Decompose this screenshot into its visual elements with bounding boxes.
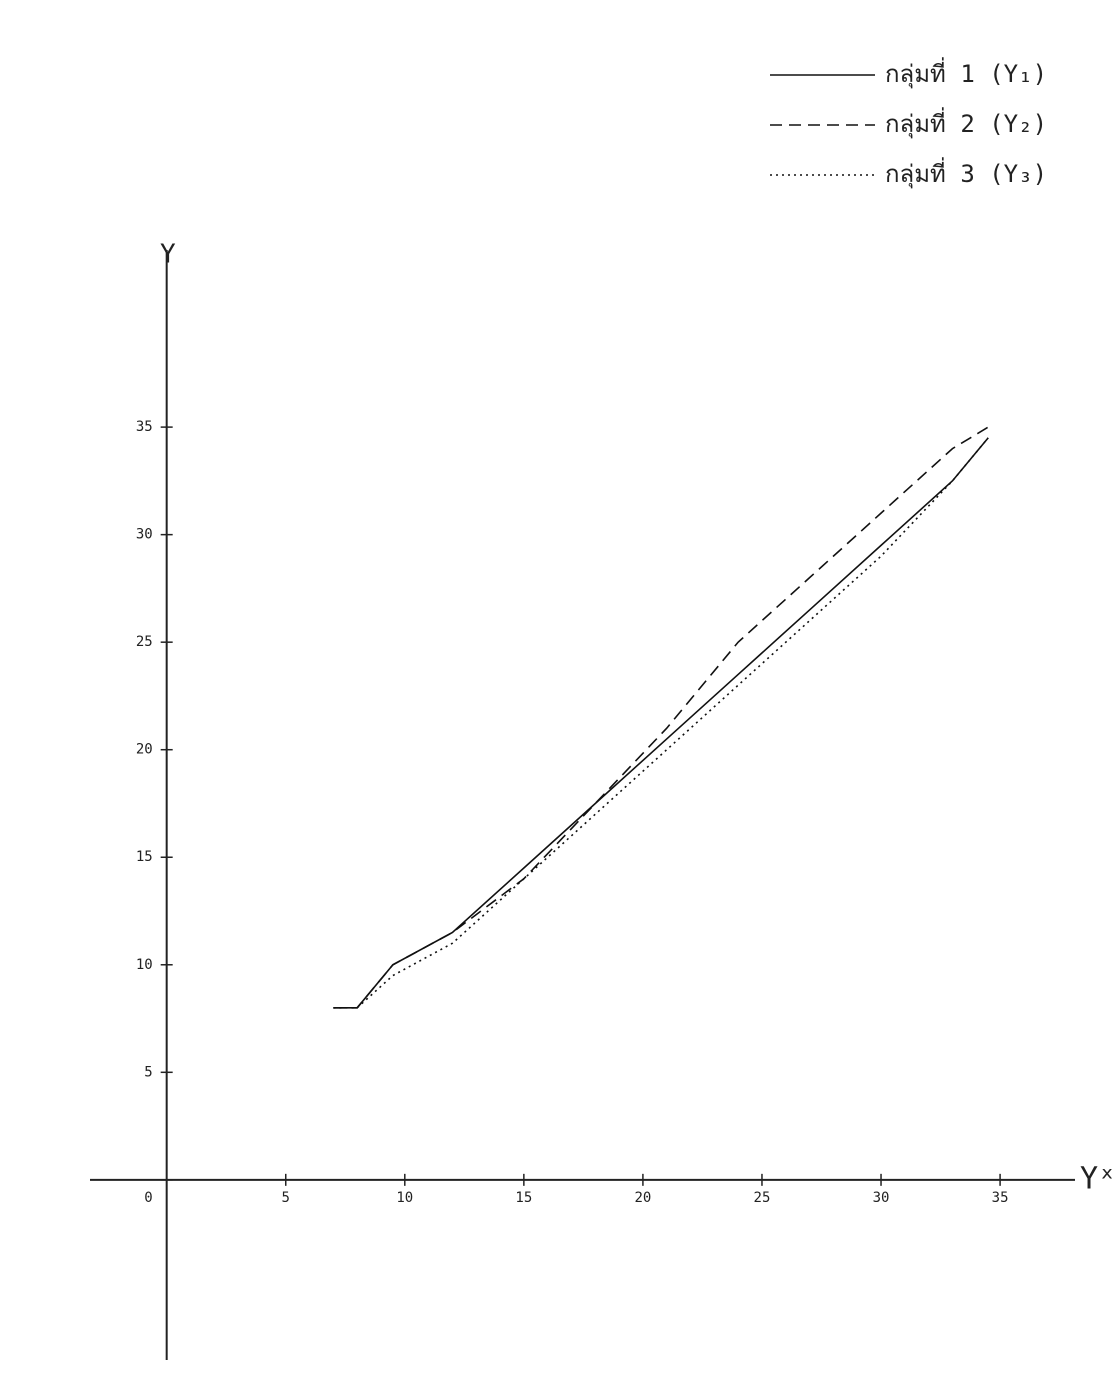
y-tick-label: 10 (136, 957, 153, 973)
x-tick-label: 35 (992, 1190, 1009, 1206)
y-tick-label: 15 (136, 849, 153, 865)
y-tick-label: 5 (144, 1064, 152, 1080)
y-tick-label: 25 (136, 634, 153, 650)
x-tick-label: 10 (396, 1190, 413, 1206)
series-line (333, 437, 989, 1009)
y-tick-label: 35 (136, 419, 153, 435)
legend-label: กลุ่มที่ 2 (Y₂) (885, 107, 1047, 139)
series-line (333, 437, 989, 1009)
y-tick-label: 30 (136, 527, 153, 543)
y-axis-label: Y (160, 240, 176, 270)
x-axis-label: Yˣ (1080, 1162, 1112, 1197)
x-tick-label: 25 (754, 1190, 771, 1206)
y-tick-label: 0 (144, 1190, 152, 1206)
x-tick-label: 30 (873, 1190, 890, 1206)
x-tick-label: 15 (515, 1190, 532, 1206)
legend-label: กลุ่มที่ 1 (Y₁) (885, 57, 1047, 89)
y-tick-label: 20 (136, 742, 153, 758)
x-tick-label: 20 (634, 1190, 651, 1206)
legend-label: กลุ่มที่ 3 (Y₃) (885, 157, 1047, 189)
series-line (333, 426, 989, 1009)
x-tick-label: 5 (282, 1190, 290, 1206)
